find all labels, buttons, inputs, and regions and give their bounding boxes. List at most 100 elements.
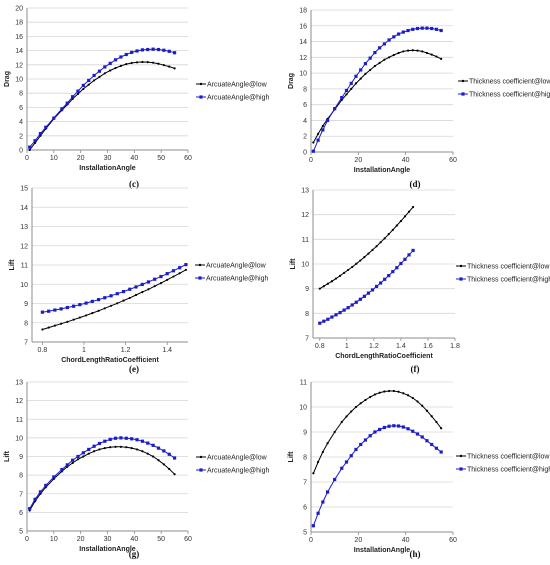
y-tick-label: 10 bbox=[15, 435, 23, 442]
x-axis-title: ChordLengthRatioCoefficient bbox=[61, 357, 159, 364]
data-point bbox=[391, 228, 394, 232]
data-point bbox=[383, 58, 386, 61]
data-point bbox=[33, 497, 37, 501]
data-point bbox=[392, 424, 396, 428]
data-point bbox=[44, 125, 48, 129]
y-tick-label: 7 bbox=[305, 336, 309, 343]
data-point bbox=[415, 432, 420, 436]
x-tick-label: 60 bbox=[184, 155, 192, 162]
y-tick-label: 6 bbox=[303, 505, 307, 512]
data-point bbox=[135, 438, 139, 442]
x-tick-label: 50 bbox=[157, 536, 165, 543]
data-point bbox=[411, 429, 415, 433]
data-point bbox=[330, 280, 334, 283]
x-tick-label: 1 bbox=[345, 343, 349, 350]
data-point bbox=[116, 302, 119, 305]
data-point bbox=[345, 415, 348, 418]
data-point bbox=[415, 26, 420, 31]
data-point bbox=[152, 455, 155, 458]
data-point bbox=[109, 446, 112, 449]
data-point bbox=[317, 460, 320, 464]
data-point bbox=[109, 294, 113, 298]
data-point bbox=[396, 32, 401, 36]
data-point bbox=[156, 446, 161, 450]
x-tick-label: 10 bbox=[50, 155, 58, 162]
data-point bbox=[430, 442, 434, 447]
x-tick-label: 0.8 bbox=[38, 347, 48, 354]
y-axis-title: Lift bbox=[9, 259, 16, 271]
y-tick-label: 12 bbox=[20, 243, 28, 250]
data-point bbox=[81, 83, 85, 87]
x-tick-label: 20 bbox=[77, 155, 85, 162]
data-point bbox=[387, 424, 391, 428]
data-point bbox=[368, 56, 372, 60]
data-point bbox=[379, 241, 382, 244]
data-point bbox=[65, 101, 69, 105]
data-point bbox=[345, 93, 348, 96]
y-tick-label: 6 bbox=[19, 105, 23, 112]
data-point bbox=[397, 51, 400, 55]
y-tick-label: 14 bbox=[20, 205, 28, 212]
data-point bbox=[383, 390, 386, 393]
data-point bbox=[76, 92, 80, 96]
legend-label: ArcuateAngle@high bbox=[207, 95, 269, 102]
series-line-high bbox=[29, 48, 175, 148]
data-point bbox=[387, 38, 391, 42]
data-point bbox=[119, 436, 123, 440]
data-point bbox=[184, 263, 188, 267]
y-axis-title: Drag bbox=[4, 71, 11, 87]
data-point bbox=[92, 444, 96, 448]
data-point bbox=[162, 449, 166, 453]
data-point bbox=[113, 436, 118, 440]
x-tick-label: 50 bbox=[157, 155, 165, 162]
y-tick-label: 12 bbox=[301, 212, 309, 219]
data-point bbox=[378, 427, 382, 432]
data-point bbox=[97, 441, 102, 446]
x-tick-label: 1.2 bbox=[121, 347, 131, 354]
data-point bbox=[364, 398, 367, 402]
data-point bbox=[401, 425, 405, 429]
data-point bbox=[173, 473, 176, 476]
y-tick-label: 12 bbox=[15, 398, 23, 405]
y-axis-title: Lift bbox=[290, 258, 297, 270]
x-tick-label: 40 bbox=[402, 157, 410, 164]
data-point bbox=[359, 259, 362, 262]
data-point bbox=[411, 205, 415, 209]
data-point bbox=[311, 524, 315, 528]
data-point bbox=[135, 49, 139, 53]
x-tick-label: 60 bbox=[449, 157, 457, 164]
y-tick-label: 8 bbox=[24, 320, 28, 327]
data-point bbox=[354, 82, 358, 85]
data-point bbox=[71, 95, 75, 99]
data-point bbox=[406, 28, 410, 33]
x-tick-label: 30 bbox=[104, 155, 112, 162]
x-tick-label: 0 bbox=[25, 155, 29, 162]
data-point bbox=[392, 389, 395, 393]
data-point bbox=[406, 427, 410, 431]
panel-caption: (e) bbox=[129, 364, 139, 374]
data-point bbox=[33, 139, 37, 143]
y-tick-label: 8 bbox=[305, 311, 309, 318]
data-point bbox=[130, 437, 134, 441]
legend-marker bbox=[199, 455, 203, 459]
series-line-low bbox=[42, 269, 187, 330]
y-tick-label: 9 bbox=[303, 430, 307, 437]
x-tick-label: 1.6 bbox=[423, 343, 433, 350]
data-point bbox=[333, 107, 337, 111]
data-point bbox=[338, 310, 342, 315]
data-point bbox=[108, 61, 112, 65]
data-point bbox=[338, 274, 342, 277]
data-point bbox=[92, 73, 96, 78]
legend-marker bbox=[459, 264, 463, 268]
data-point bbox=[382, 42, 386, 46]
y-tick-label: 16 bbox=[299, 23, 307, 30]
data-point bbox=[359, 442, 363, 447]
data-point bbox=[103, 439, 107, 443]
data-point bbox=[114, 445, 117, 448]
legend-label: ArcuateAngle@high bbox=[206, 276, 268, 283]
data-point bbox=[82, 87, 85, 91]
data-point bbox=[171, 269, 176, 273]
data-point bbox=[351, 265, 354, 269]
data-point bbox=[434, 27, 439, 31]
